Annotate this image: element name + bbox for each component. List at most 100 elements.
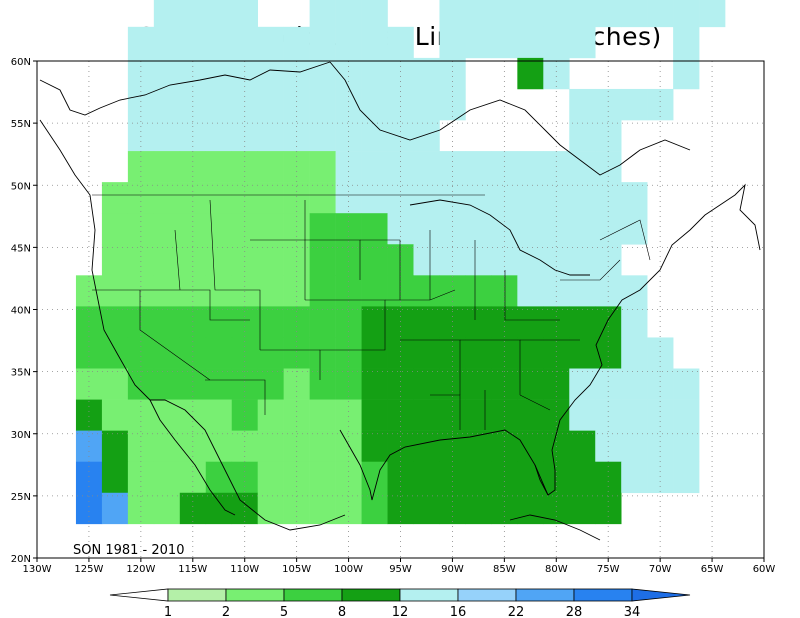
precip-cell bbox=[153, 88, 181, 121]
precip-cell bbox=[361, 26, 388, 59]
precip-cell bbox=[595, 399, 622, 431]
precip-cell bbox=[361, 430, 388, 463]
precip-cell bbox=[179, 182, 207, 214]
precip-cell bbox=[361, 57, 388, 90]
y-tick-label: 20N bbox=[11, 554, 31, 565]
precip-cell bbox=[257, 306, 284, 338]
gulf-coast bbox=[339, 183, 761, 501]
precip-cell bbox=[439, 337, 466, 369]
precip-cell bbox=[439, 213, 466, 245]
precip-cell bbox=[231, 88, 258, 121]
precip-cell bbox=[387, 213, 414, 245]
precip-cell bbox=[647, 88, 674, 121]
precip-cell bbox=[127, 88, 155, 121]
colorbar-label: 12 bbox=[392, 605, 409, 618]
precip-cell bbox=[257, 57, 284, 90]
precip-cell bbox=[309, 182, 336, 214]
precip-cell bbox=[673, 0, 700, 28]
precip-cell bbox=[75, 368, 103, 400]
precip-cell bbox=[231, 182, 258, 214]
precip-cell bbox=[569, 182, 596, 214]
x-tick-label: 90W bbox=[441, 564, 464, 575]
precip-cell bbox=[179, 399, 207, 431]
precip-cell bbox=[673, 430, 700, 463]
colorbar-label: 8 bbox=[338, 605, 346, 618]
colorbar-label: 22 bbox=[508, 605, 525, 618]
precip-cell bbox=[543, 368, 570, 400]
precip-cell bbox=[257, 399, 284, 431]
precip-cell bbox=[673, 399, 700, 431]
precip-cell bbox=[543, 399, 570, 431]
precip-cell bbox=[205, 151, 233, 183]
precip-cell bbox=[569, 151, 596, 183]
precip-cell bbox=[257, 337, 284, 369]
precip-cell bbox=[517, 151, 544, 183]
colorbar-label: 28 bbox=[566, 605, 583, 618]
precip-cell bbox=[283, 88, 310, 121]
x-tick-labels: 130W 125W 120W 115W 110W 105W 100W 95W 90W 85W 80W… bbox=[23, 558, 775, 575]
precip-cell bbox=[179, 88, 207, 121]
precip-cell bbox=[335, 244, 362, 276]
y-tick-label: 40N bbox=[11, 306, 31, 317]
x-tick-label: 115W bbox=[178, 564, 207, 575]
precip-cell bbox=[465, 461, 492, 494]
precip-cell bbox=[127, 213, 155, 245]
precip-cell bbox=[335, 88, 362, 121]
y-tick-labels: 20N 25N 30N 35N 40N 45N 50N 55N 60N bbox=[11, 57, 37, 565]
precip-cell bbox=[179, 337, 207, 369]
precip-cell bbox=[517, 368, 544, 400]
precip-cell bbox=[257, 88, 284, 121]
precip-cell bbox=[153, 430, 181, 463]
precip-cell bbox=[153, 182, 181, 214]
precip-cell bbox=[387, 368, 414, 400]
precip-cell bbox=[153, 492, 181, 525]
precip-cell bbox=[439, 368, 466, 400]
precip-cell bbox=[283, 337, 310, 369]
precip-cell bbox=[309, 26, 336, 59]
precip-cell bbox=[153, 368, 181, 400]
precip-cell bbox=[413, 368, 440, 400]
precip-cell bbox=[205, 88, 233, 121]
precip-cell bbox=[283, 213, 310, 245]
precip-cell bbox=[101, 399, 129, 431]
x-tick-label: 70W bbox=[649, 564, 672, 575]
precip-cell bbox=[231, 399, 258, 431]
precip-cell bbox=[153, 337, 181, 369]
precip-cell bbox=[465, 213, 492, 245]
precip-cell bbox=[361, 461, 388, 494]
colorbar-labels: 1 2 5 8 12 16 22 28 34 bbox=[164, 605, 640, 618]
precip-cell bbox=[413, 430, 440, 463]
precip-cell bbox=[647, 337, 674, 369]
colorbar-label: 34 bbox=[624, 605, 641, 618]
precip-cell bbox=[179, 244, 207, 276]
precip-cell bbox=[387, 337, 414, 369]
colorbar-segment bbox=[631, 588, 691, 602]
precip-cell bbox=[101, 492, 129, 525]
precip-cell bbox=[387, 88, 414, 121]
precip-cell bbox=[491, 213, 518, 245]
precip-cell bbox=[205, 368, 233, 400]
y-tick-label: 45N bbox=[11, 243, 31, 254]
precip-cell bbox=[205, 26, 233, 59]
precip-cell bbox=[205, 461, 233, 494]
precip-cell bbox=[517, 213, 544, 245]
precip-cell bbox=[491, 368, 518, 400]
precip-cell bbox=[361, 151, 388, 183]
precip-cell bbox=[439, 26, 466, 59]
precip-cell bbox=[283, 182, 310, 214]
precip-cell bbox=[465, 337, 492, 369]
precip-cell bbox=[231, 26, 258, 59]
precip-cell bbox=[283, 57, 310, 90]
precip-cell bbox=[569, 399, 596, 431]
precip-cell bbox=[361, 182, 388, 214]
precip-cell bbox=[595, 492, 622, 525]
precip-cell bbox=[413, 337, 440, 369]
precip-cell bbox=[127, 26, 155, 59]
baja bbox=[149, 399, 236, 516]
colorbar-segment bbox=[109, 588, 169, 602]
precip-cell bbox=[101, 430, 129, 463]
precip-cell bbox=[465, 399, 492, 431]
precip-cell bbox=[309, 213, 336, 245]
precip-cell bbox=[465, 182, 492, 214]
precip-cell bbox=[101, 275, 129, 307]
